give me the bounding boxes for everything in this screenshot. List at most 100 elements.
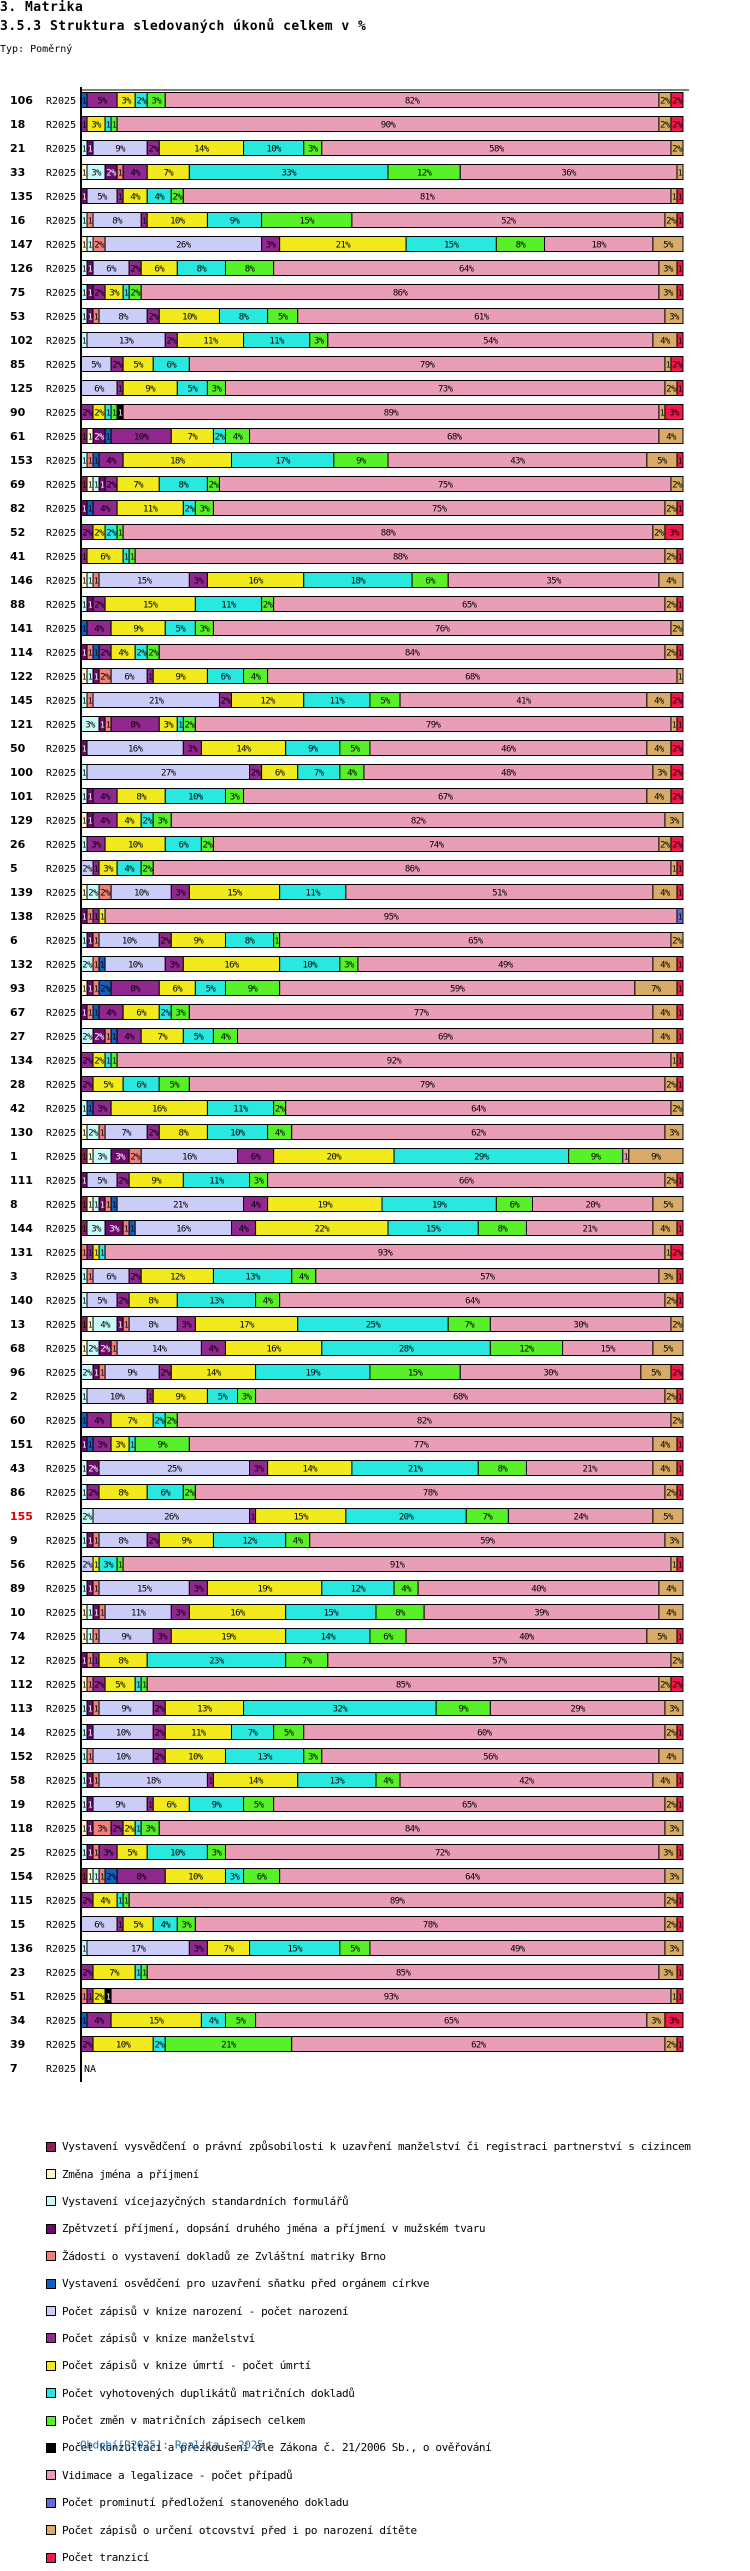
segment-value-label: 5% <box>350 1945 361 1955</box>
segment-value-label: 4% <box>209 2017 220 2027</box>
segment-value-label: 4% <box>154 193 165 203</box>
segment-value-label: 16% <box>152 1105 168 1115</box>
segment-value-label: 5% <box>194 1033 205 1043</box>
segment-value-label: 2% <box>221 697 232 707</box>
segment-value-label: 1 <box>88 913 93 922</box>
segment-value-label: 3% <box>669 1129 680 1139</box>
row-id-label: 52 <box>10 526 25 539</box>
segment-value-label: 90% <box>381 121 397 131</box>
row-id-label: 23 <box>10 1966 25 1979</box>
segment-value-label: 4% <box>660 1465 671 1475</box>
bar-row: 52 R2025 2% 2% 2% 1 88% 2% 3% <box>10 524 684 540</box>
segment-value-label: 3% <box>663 1273 674 1283</box>
row-id-label: 34 <box>10 2014 26 2027</box>
row-id-label: 15 <box>10 1918 25 1931</box>
segment-value-label: 1 <box>118 1921 123 1930</box>
row-id-label: 51 <box>10 1990 25 2003</box>
segment-value-label: 2% <box>672 841 683 851</box>
bar-row: 90 R2025 2% 2% 1 1 1 89% 1 3% <box>10 404 684 420</box>
segment-value-label: 1 <box>88 1681 93 1690</box>
segment-value-label: 9% <box>212 1801 223 1811</box>
row-period-label: R2025 <box>46 672 76 683</box>
row-id-label: 58 <box>10 1774 25 1787</box>
segment-value-label: 15% <box>300 217 316 227</box>
segment-value-label: 11% <box>203 337 219 347</box>
row-id-label: 85 <box>10 358 25 371</box>
segment-value-label: 65% <box>462 601 478 611</box>
segment-value-label: 81% <box>420 193 436 203</box>
segment-value-label: 13% <box>330 1777 346 1787</box>
segment-value-label: 21% <box>582 1225 598 1235</box>
segment-value-label: 65% <box>444 2017 460 2027</box>
bar-row: 130 R2025 1 2% 1 7% 2% 8% 10% 4% 62% 3% <box>10 1124 684 1140</box>
period-footer: Období[R2025]: Realita - 2025 <box>80 2438 264 2452</box>
segment-value-label: 2% <box>185 721 196 731</box>
segment-value-label: 1 <box>82 1777 87 1786</box>
segment-value-label: 61% <box>474 313 490 323</box>
segment-value-label: 8% <box>118 1489 129 1499</box>
bar-row: 93 R2025 1 1 1 2% 8% 6% 5% 9% 59% 7% 1 <box>10 980 684 996</box>
bar-segment <box>664 1532 684 1548</box>
row-period-label: R2025 <box>46 144 76 155</box>
row-period-label: R2025 <box>46 1440 76 1451</box>
bar-row: 61 R2025 1 1 2% 1 10% 7% 2% 4% 68% 4% <box>10 428 684 444</box>
row-id-label: 155 <box>10 1510 33 1523</box>
segment-value-label: 1 <box>678 985 683 994</box>
segment-value-label: 19% <box>306 1369 322 1379</box>
segment-value-label: 3% <box>669 1873 680 1883</box>
row-id-label: 5 <box>10 862 18 875</box>
segment-value-label: 8% <box>118 313 129 323</box>
segment-value-label: 2% <box>82 1969 93 1979</box>
segment-value-label: 2% <box>666 1393 677 1403</box>
bar-segment <box>664 404 684 420</box>
bar-row: 100 R2025 1 27% 2% 6% 7% 4% 48% 3% 2% <box>10 764 684 780</box>
segment-value-label: 2% <box>82 529 93 539</box>
segment-value-label: 1 <box>82 649 87 658</box>
segment-value-label: 1 <box>88 1753 93 1762</box>
segment-value-label: 1 <box>82 97 87 106</box>
segment-value-label: 1 <box>678 1297 683 1306</box>
segment-value-label: 1 <box>100 1873 105 1882</box>
row-id-label: 1 <box>10 1150 18 1163</box>
segment-value-label: 9% <box>115 1801 126 1811</box>
segment-value-label: 49% <box>498 961 514 971</box>
row-id-label: 16 <box>10 214 26 227</box>
segment-value-label: 3% <box>194 577 205 587</box>
segment-value-label: 9% <box>248 985 259 995</box>
segment-value-label: 2% <box>154 1417 165 1427</box>
row-id-label: 39 <box>10 2038 25 2051</box>
segment-value-label: 1 <box>678 1921 683 1930</box>
row-period-label: R2025 <box>46 1032 76 1043</box>
segment-value-label: 25% <box>366 1321 382 1331</box>
segment-value-label: 5% <box>91 361 102 371</box>
segment-value-label: 4% <box>100 1321 111 1331</box>
segment-value-label: 9% <box>176 1393 187 1403</box>
bar-segment <box>670 1244 684 1260</box>
row-period-label: R2025 <box>46 1992 76 2003</box>
segment-value-label: 1 <box>82 1249 87 1258</box>
segment-value-label: 2% <box>142 865 153 875</box>
bar-segment <box>676 860 684 876</box>
row-id-label: 82 <box>10 502 25 515</box>
segment-value-label: 2% <box>148 145 159 155</box>
segment-value-label: 2% <box>82 2041 93 2051</box>
row-id-label: 131 <box>10 1246 33 1259</box>
segment-value-label: 6% <box>136 1081 147 1091</box>
segment-value-label: 1 <box>672 1993 677 2002</box>
row-id-label: 129 <box>10 814 33 827</box>
segment-value-label: 2% <box>124 1825 135 1835</box>
segment-value-label: 1 <box>88 241 93 250</box>
segment-value-label: 2% <box>130 289 141 299</box>
segment-value-label: 5% <box>133 361 144 371</box>
segment-value-label: 1 <box>94 1777 99 1786</box>
bar-row: 53 R2025 1 1 1 8% 2% 10% 8% 5% 61% 3% <box>10 308 684 324</box>
segment-value-label: 14% <box>194 145 210 155</box>
segment-value-label: 1 <box>106 721 111 730</box>
segment-value-label: 1 <box>94 1609 99 1618</box>
segment-value-label: 1 <box>250 1513 255 1522</box>
segment-value-label: 1 <box>82 577 87 586</box>
segment-value-label: 3% <box>91 841 102 851</box>
segment-value-label: 8% <box>118 1537 129 1547</box>
segment-value-label: 1 <box>678 1081 683 1090</box>
segment-value-label: 4% <box>660 889 671 899</box>
